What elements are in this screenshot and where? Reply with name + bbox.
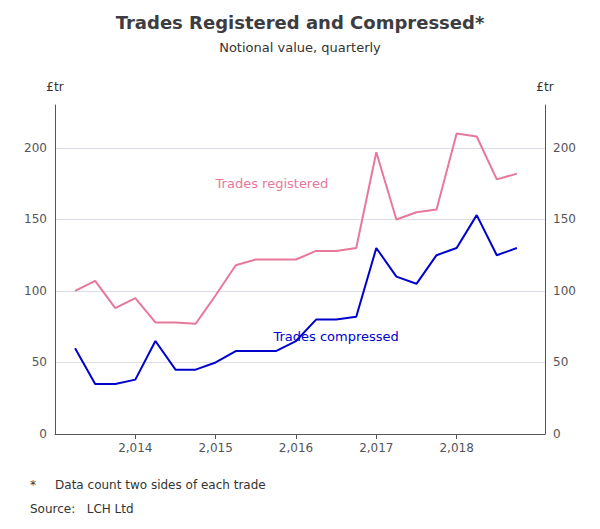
svg-text:2,018: 2,018 — [439, 441, 473, 455]
svg-text:2,016: 2,016 — [279, 441, 313, 455]
svg-text:150: 150 — [553, 212, 576, 226]
svg-text:2,014: 2,014 — [118, 441, 152, 455]
svg-text:Trades compressed: Trades compressed — [272, 329, 398, 344]
svg-text:200: 200 — [24, 141, 47, 155]
svg-text:2,015: 2,015 — [198, 441, 232, 455]
svg-text:50: 50 — [553, 355, 568, 369]
svg-text:Notional value, quarterly: Notional value, quarterly — [219, 40, 381, 55]
svg-text:50: 50 — [32, 355, 47, 369]
svg-text:* Data count two sides of: * Data count two sides of each trade — [30, 478, 266, 492]
svg-text:150: 150 — [24, 212, 47, 226]
svg-text:0: 0 — [553, 427, 561, 441]
svg-text:£tr: £tr — [46, 80, 63, 94]
svg-text:£tr: £tr — [536, 80, 553, 94]
svg-text:Trades registered: Trades registered — [215, 176, 329, 191]
svg-text:100: 100 — [553, 284, 576, 298]
svg-text:100: 100 — [24, 284, 47, 298]
svg-text:Source: LCH Ltd: Source: LCH Ltd — [30, 502, 134, 516]
svg-text:0: 0 — [39, 427, 47, 441]
svg-text:Trades Registered and Compress: Trades Registered and Compressed* — [116, 12, 485, 33]
svg-text:2,017: 2,017 — [359, 441, 393, 455]
svg-text:200: 200 — [553, 141, 576, 155]
